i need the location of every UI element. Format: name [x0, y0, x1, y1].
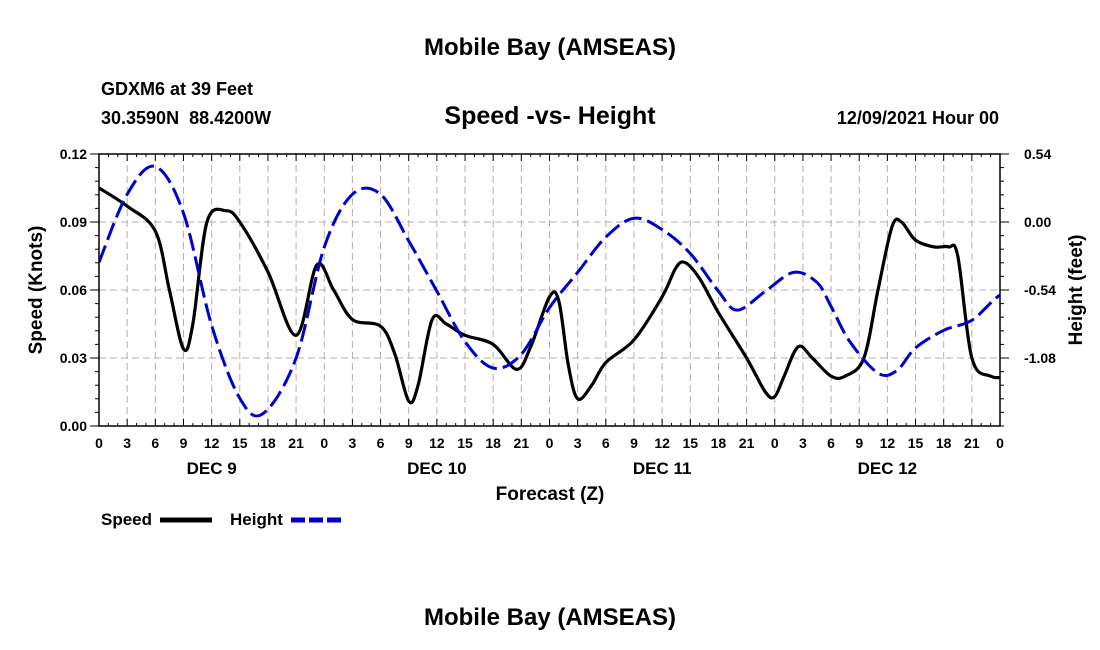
grid-lines: [99, 154, 1000, 426]
y-axis-right-title: Height (feet): [1066, 235, 1087, 346]
x-tick-label: 6: [377, 435, 385, 451]
x-tick-label: 15: [908, 435, 924, 451]
x-axis-title: Forecast (Z): [496, 484, 605, 505]
y-axis-left-title: Speed (Knots): [26, 226, 47, 355]
x-tick-label: 12: [654, 435, 670, 451]
legend-label-height: Height: [230, 510, 283, 529]
y-left-tick-label: 0.03: [60, 350, 87, 366]
x-tick-label: 0: [95, 435, 103, 451]
x-tick-label: 9: [405, 435, 413, 451]
day-label: DEC 12: [858, 459, 918, 478]
y-right-tick-label: 0.54: [1024, 146, 1051, 162]
y-right-tick-label: -0.54: [1024, 282, 1056, 298]
x-tick-label: 21: [964, 435, 980, 451]
chart-title: Mobile Bay (AMSEAS): [424, 34, 676, 61]
chart-subtitle: Speed -vs- Height: [444, 102, 656, 130]
x-tick-label: 6: [151, 435, 159, 451]
x-tick-label: 21: [739, 435, 755, 451]
x-tick-label: 0: [996, 435, 1004, 451]
y-left-tick-label: 0.06: [60, 282, 87, 298]
y-right-tick-label: 0.00: [1024, 214, 1051, 230]
x-tick-label: 3: [574, 435, 582, 451]
x-tick-label: 18: [711, 435, 727, 451]
x-tick-label: 9: [180, 435, 188, 451]
x-tick-label: 21: [288, 435, 304, 451]
x-tick-label: 6: [827, 435, 835, 451]
x-tick-label: 0: [320, 435, 328, 451]
x-tick-label: 3: [349, 435, 357, 451]
x-tick-label: 18: [260, 435, 276, 451]
x-tick-label: 0: [546, 435, 554, 451]
series-group: [99, 164, 1000, 418]
legend-label-speed: Speed: [101, 510, 152, 529]
y-left-tick-label: 0.12: [60, 146, 87, 162]
y-right-tick-label: -1.08: [1024, 350, 1056, 366]
x-tick-label: 12: [880, 435, 896, 451]
y-left-tick-label: 0.09: [60, 214, 87, 230]
x-tick-label: 9: [855, 435, 863, 451]
day-label: DEC 9: [187, 459, 237, 478]
coordinates-label: 30.3590N 88.4200W: [101, 108, 271, 128]
series-line-height: [99, 164, 1000, 418]
station-label: GDXM6 at 39 Feet: [101, 79, 253, 99]
footer-title: Mobile Bay (AMSEAS): [424, 604, 676, 631]
forecast-date: 12/09/2021 Hour 00: [837, 108, 999, 128]
x-tick-label: 6: [602, 435, 610, 451]
x-tick-label: 0: [771, 435, 779, 451]
x-tick-label: 3: [123, 435, 131, 451]
plot-frame: [98, 153, 1001, 427]
series-line-speed: [99, 186, 1000, 405]
x-tick-label: 15: [232, 435, 248, 451]
x-tick-label: 9: [630, 435, 638, 451]
legend: Speed Height: [101, 510, 343, 529]
y-left-tick-label: 0.00: [60, 418, 87, 434]
tick-labels: 0 3 6 9 12 15 18 21 0 3 6 9 12 15 18 21 0 3 6 9 12 15 18 21 0 3 6 9…: [60, 146, 1056, 478]
day-label: DEC 10: [407, 459, 467, 478]
x-tick-label: 12: [429, 435, 445, 451]
x-tick-label: 12: [204, 435, 220, 451]
x-tick-label: 3: [799, 435, 807, 451]
day-label: DEC 11: [633, 459, 692, 478]
x-tick-label: 15: [457, 435, 473, 451]
x-tick-label: 18: [936, 435, 952, 451]
x-tick-label: 18: [485, 435, 501, 451]
x-tick-label: 15: [682, 435, 698, 451]
x-tick-label: 21: [514, 435, 530, 451]
